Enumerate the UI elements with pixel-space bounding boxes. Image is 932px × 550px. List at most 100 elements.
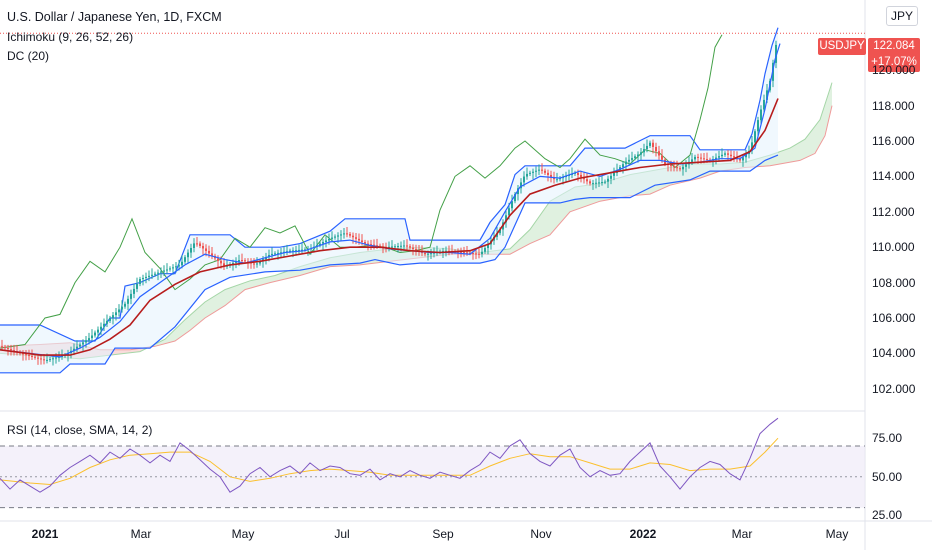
candle-body (631, 158, 633, 160)
candle-body (598, 182, 600, 184)
candle-body (235, 261, 237, 263)
candle-body (67, 353, 69, 356)
candle-body (40, 358, 42, 360)
candle-body (730, 154, 732, 157)
ichimoku-cloud-segment (532, 220, 536, 243)
time-axis-label: Mar (731, 527, 753, 541)
ichimoku-cloud-segment (128, 349, 132, 354)
candle-body (529, 172, 531, 174)
ichimoku-cloud-segment (512, 243, 516, 254)
candle-body (361, 240, 363, 243)
candle-body (460, 251, 462, 253)
candle-body (271, 253, 273, 255)
candle-body (685, 164, 687, 167)
ichimoku-cloud-segment (208, 297, 212, 317)
candle-body (640, 152, 642, 155)
candle-body (589, 181, 591, 184)
candle-body (196, 243, 198, 245)
ichimoku-cloud-segment (548, 200, 552, 236)
candle-body (46, 359, 48, 361)
candle-body (595, 182, 597, 184)
candle-body (394, 246, 396, 248)
ichimoku-cloud-segment (228, 287, 232, 304)
candle-body (646, 145, 648, 150)
ichimoku-cloud-segment (116, 349, 120, 355)
last-price-change: +17.07% (871, 56, 917, 68)
candle-body (100, 326, 102, 330)
candle-body (349, 234, 351, 236)
candle-body (121, 306, 123, 310)
candle-body (346, 233, 348, 235)
last-price-tag: 122.084 +17.07% (868, 38, 920, 72)
candle-body (388, 246, 390, 248)
ichimoku-cloud-segment (224, 288, 228, 307)
candle-body (760, 109, 762, 121)
candle-body (148, 275, 150, 277)
candle-body (625, 161, 627, 165)
candle-body (433, 252, 435, 254)
candle-body (751, 142, 753, 151)
candle-body (775, 44, 777, 63)
candle-body (586, 179, 588, 182)
candle-body (97, 329, 99, 333)
candle-body (391, 246, 393, 248)
candle-body (721, 154, 723, 157)
price-axis-label: 116.000 (872, 133, 915, 148)
ichimoku-cloud-segment (180, 320, 184, 338)
ichimoku-cloud-segment (792, 144, 796, 162)
ichimoku-cloud-segment (248, 280, 252, 289)
symbol-price-tag: USDJPY (818, 38, 866, 55)
ichimoku-cloud-segment (284, 270, 288, 280)
ichimoku-cloud-segment (232, 285, 236, 300)
ichimoku-cloud-segment (272, 275, 276, 283)
ichimoku-cloud-segment (252, 279, 256, 288)
ichimoku-legend[interactable]: Ichimoku (9, 26, 52, 26) (7, 30, 134, 44)
candle-body (466, 252, 468, 254)
candle-body (169, 268, 171, 270)
candle-body (463, 252, 465, 254)
ichimoku-cloud-segment (124, 349, 128, 354)
candle-body (241, 260, 243, 262)
candle-body (253, 263, 255, 265)
candle-body (49, 359, 51, 361)
candle-body (661, 155, 663, 160)
candle-body (223, 263, 225, 266)
candle-body (697, 156, 699, 158)
candle-body (190, 247, 192, 253)
candle-body (88, 338, 90, 341)
price-axis-label: 104.000 (872, 346, 916, 361)
candle-body (544, 170, 546, 173)
ichimoku-cloud-segment (236, 284, 240, 297)
ichimoku-cloud-segment (256, 278, 260, 287)
candle-body (469, 252, 471, 254)
ichimoku-cloud-segment (244, 281, 248, 291)
candle-body (370, 244, 372, 246)
ichimoku-cloud-segment (288, 269, 292, 279)
candle-body (403, 245, 405, 247)
candle-body (232, 262, 234, 265)
candle-body (343, 233, 345, 235)
currency-button[interactable]: JPY (886, 6, 918, 26)
candle-body (130, 293, 132, 299)
candle-body (340, 234, 342, 236)
candle-body (43, 359, 45, 361)
candle-body (103, 323, 105, 327)
ichimoku-cloud-segment (176, 324, 180, 341)
candle-body (643, 149, 645, 153)
candle-body (91, 335, 93, 339)
rsi-legend[interactable]: RSI (14, close, SMA, 14, 2) (7, 423, 153, 437)
candle-body (670, 165, 672, 167)
donchian-legend[interactable]: DC (20) (7, 49, 50, 63)
ichimoku-cloud-segment (280, 272, 284, 281)
candle-body (178, 265, 180, 267)
candle-body (298, 249, 300, 251)
ichimoku-cloud-segment (544, 203, 548, 238)
candle-body (757, 120, 759, 132)
candle-body (691, 159, 693, 162)
candle-body (160, 271, 162, 273)
ichimoku-cloud-segment (260, 277, 264, 286)
price-axis-label: 108.000 (872, 275, 916, 290)
candle-body (610, 175, 612, 179)
candle-body (358, 238, 360, 241)
